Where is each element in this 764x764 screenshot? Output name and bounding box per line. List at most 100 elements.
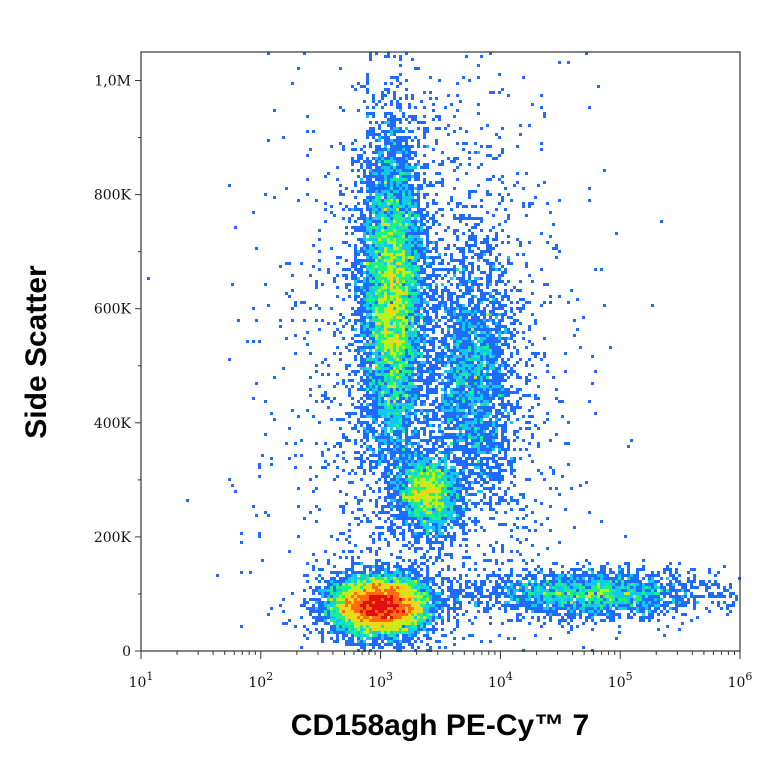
density-cell — [429, 307, 432, 310]
density-cell — [465, 319, 468, 322]
density-cell — [402, 328, 405, 331]
density-cell — [486, 448, 489, 451]
density-cell — [417, 493, 420, 496]
density-cell — [453, 388, 456, 391]
density-cell — [396, 166, 399, 169]
density-cell — [459, 325, 462, 328]
density-cell — [501, 469, 504, 472]
density-cell — [357, 280, 360, 283]
density-cell — [414, 367, 417, 370]
density-cell — [375, 436, 378, 439]
density-cell — [402, 325, 405, 328]
density-cell — [450, 283, 453, 286]
density-cell — [381, 91, 384, 94]
density-cell — [477, 433, 480, 436]
density-cell — [486, 361, 489, 364]
density-cell — [483, 388, 486, 391]
density-cell — [444, 421, 447, 424]
density-cell — [360, 322, 363, 325]
density-cell — [492, 340, 495, 343]
density-cell — [354, 334, 357, 337]
density-cell — [399, 55, 402, 58]
density-cell — [435, 172, 438, 175]
density-cell — [405, 217, 408, 220]
density-cell — [408, 469, 411, 472]
density-cell — [384, 415, 387, 418]
density-cell — [348, 379, 351, 382]
density-cell — [417, 241, 420, 244]
density-cell — [423, 499, 426, 502]
density-cell — [447, 331, 450, 334]
density-cell — [492, 226, 495, 229]
density-cell — [369, 196, 372, 199]
density-cell — [360, 376, 363, 379]
density-cell — [426, 193, 429, 196]
density-cell — [453, 442, 456, 445]
density-cell — [402, 196, 405, 199]
density-cell — [405, 79, 408, 82]
density-cell — [474, 253, 477, 256]
density-cell — [498, 481, 501, 484]
density-cell — [435, 337, 438, 340]
density-cell — [363, 253, 366, 256]
density-cell — [411, 220, 414, 223]
density-cell — [411, 232, 414, 235]
density-cell — [393, 349, 396, 352]
density-cell — [468, 472, 471, 475]
density-cell — [369, 214, 372, 217]
density-cell — [477, 304, 480, 307]
density-cell — [429, 379, 432, 382]
density-cell — [402, 448, 405, 451]
density-cell — [378, 325, 381, 328]
density-cell — [402, 496, 405, 499]
density-cell — [453, 472, 456, 475]
density-cell — [513, 322, 516, 325]
density-cell — [477, 166, 480, 169]
density-cell — [429, 475, 432, 478]
density-cell — [435, 202, 438, 205]
density-cell — [450, 295, 453, 298]
density-cell — [411, 475, 414, 478]
density-cell — [522, 331, 525, 334]
density-cell — [429, 376, 432, 379]
density-cell — [387, 208, 390, 211]
density-cell — [462, 454, 465, 457]
density-cell — [342, 208, 345, 211]
density-cell — [480, 349, 483, 352]
density-cell — [423, 163, 426, 166]
density-cell — [363, 343, 366, 346]
density-cell — [534, 499, 537, 502]
density-cell — [363, 451, 366, 454]
density-cell — [363, 271, 366, 274]
density-cell — [525, 478, 528, 481]
density-cell — [477, 430, 480, 433]
density-cell — [471, 298, 474, 301]
density-cell — [477, 364, 480, 367]
density-cell — [387, 484, 390, 487]
density-cell — [372, 244, 375, 247]
density-cell — [402, 139, 405, 142]
density-cell — [534, 394, 537, 397]
density-cell — [540, 148, 543, 151]
density-cell — [477, 286, 480, 289]
density-cell — [426, 274, 429, 277]
density-cell — [438, 406, 441, 409]
density-cell — [363, 415, 366, 418]
density-cell — [468, 457, 471, 460]
density-cell — [471, 373, 474, 376]
density-cell — [489, 457, 492, 460]
density-cell — [474, 295, 477, 298]
density-cell — [444, 361, 447, 364]
density-cell — [390, 382, 393, 385]
density-cell — [516, 172, 519, 175]
density-cell — [387, 298, 390, 301]
density-cell — [474, 433, 477, 436]
density-cell — [366, 259, 369, 262]
density-cell — [429, 184, 432, 187]
density-cell — [444, 409, 447, 412]
density-cell — [375, 322, 378, 325]
density-cell — [405, 136, 408, 139]
density-cell — [531, 292, 534, 295]
density-cell — [399, 187, 402, 190]
density-cell — [363, 259, 366, 262]
